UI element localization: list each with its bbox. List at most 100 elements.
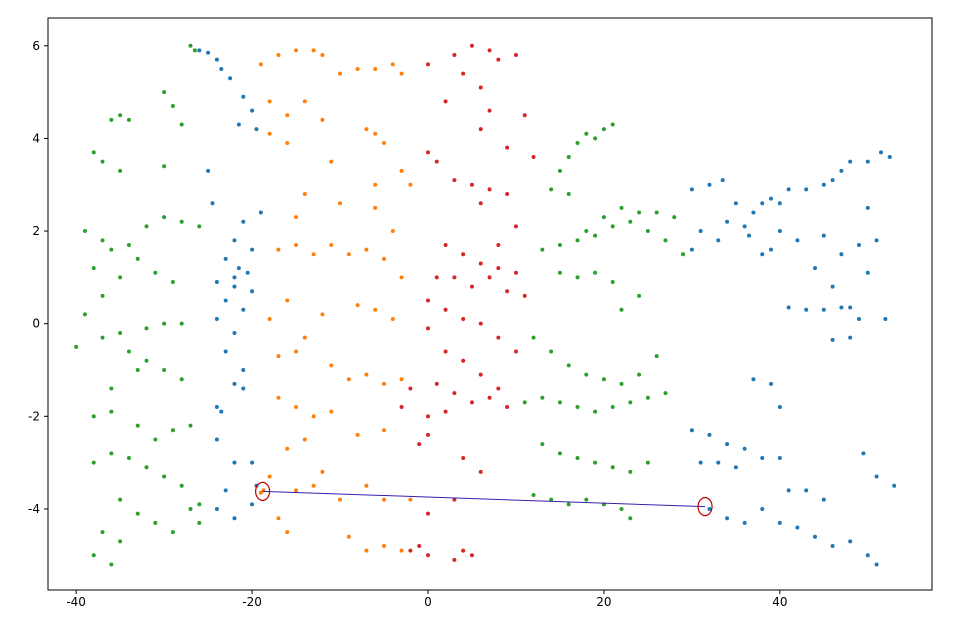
point <box>733 465 738 470</box>
point <box>170 280 175 284</box>
point <box>214 506 219 511</box>
point <box>417 544 422 548</box>
point <box>390 229 395 234</box>
point <box>513 349 518 354</box>
point <box>346 377 351 382</box>
point <box>461 71 466 76</box>
point <box>496 386 501 391</box>
point <box>188 423 193 428</box>
point <box>118 539 123 544</box>
point <box>276 247 281 252</box>
point <box>478 127 483 132</box>
point <box>654 354 659 359</box>
point <box>74 344 79 349</box>
point <box>839 168 844 173</box>
point <box>223 488 228 493</box>
point <box>118 330 123 335</box>
point <box>496 335 501 340</box>
point <box>575 238 580 243</box>
point <box>747 233 752 238</box>
point <box>153 270 158 275</box>
point <box>443 409 448 414</box>
point <box>425 150 430 155</box>
point <box>100 530 105 535</box>
point <box>346 534 351 539</box>
point <box>795 238 800 243</box>
point <box>135 511 140 516</box>
point <box>236 266 241 271</box>
point <box>461 358 466 363</box>
point <box>610 280 615 284</box>
point <box>434 159 439 164</box>
point <box>839 305 844 310</box>
point <box>320 312 325 317</box>
point <box>364 247 369 252</box>
point <box>557 168 562 173</box>
point <box>434 275 439 280</box>
point <box>425 298 430 303</box>
point <box>645 395 650 400</box>
point <box>856 317 861 322</box>
point <box>311 252 316 257</box>
point <box>364 548 369 553</box>
point <box>144 465 149 470</box>
point <box>254 127 259 132</box>
point <box>584 131 589 136</box>
point <box>698 460 703 465</box>
point <box>250 108 255 113</box>
point <box>505 145 510 150</box>
point <box>197 502 202 507</box>
point <box>179 377 184 382</box>
point <box>320 117 325 122</box>
point <box>478 469 483 474</box>
point <box>452 557 457 562</box>
point <box>91 553 96 558</box>
point <box>725 516 730 521</box>
point <box>320 53 325 58</box>
point <box>487 108 492 113</box>
point <box>276 53 281 58</box>
point <box>443 242 448 247</box>
point <box>232 284 237 289</box>
point <box>179 219 184 224</box>
point <box>522 400 527 405</box>
point <box>487 48 492 53</box>
point <box>188 506 193 511</box>
point <box>170 104 175 108</box>
point <box>821 307 826 312</box>
point <box>373 205 378 210</box>
point <box>575 405 580 410</box>
point <box>461 548 466 553</box>
point <box>637 210 642 215</box>
point <box>170 428 175 433</box>
point <box>267 131 272 136</box>
point <box>425 553 430 558</box>
point <box>487 395 492 400</box>
x-tick-label: 40 <box>772 595 787 609</box>
point <box>478 261 483 266</box>
point <box>549 497 554 502</box>
point <box>769 196 774 201</box>
point <box>153 520 158 525</box>
point <box>192 48 197 53</box>
point <box>109 451 114 456</box>
point <box>135 368 140 372</box>
point <box>830 284 835 289</box>
point <box>329 363 334 368</box>
point <box>830 337 835 342</box>
point <box>593 409 598 414</box>
point <box>575 275 580 280</box>
point <box>382 544 387 548</box>
point <box>294 488 299 493</box>
point <box>109 386 114 391</box>
point <box>245 270 250 275</box>
point <box>311 48 316 53</box>
point <box>874 562 879 567</box>
point <box>707 432 712 437</box>
point <box>109 409 114 414</box>
point <box>478 201 483 206</box>
point <box>610 224 615 229</box>
point <box>408 386 413 391</box>
point <box>830 178 835 183</box>
